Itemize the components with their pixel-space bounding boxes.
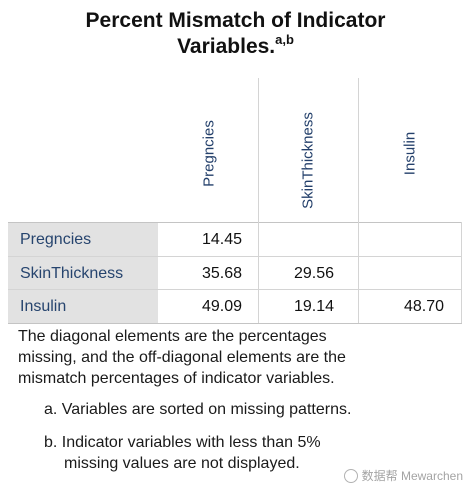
watermark: 数据帮 Mewarchen	[343, 467, 463, 484]
cell-pregncies-pregncies: 14.45	[201, 231, 242, 248]
table-title: Percent Mismatch of Indicator Variables.…	[0, 8, 471, 62]
footnote-a: a. Variables are sorted on missing patte…	[44, 401, 352, 418]
row-label-pregncies: Pregncies	[8, 223, 158, 256]
wechat-icon	[343, 468, 358, 483]
col-header-skinthickness: SkinThickness	[299, 112, 317, 209]
row-rule-bottom	[8, 323, 462, 324]
watermark-text: 数据帮 Mewarchen	[361, 469, 463, 483]
table-note-line-1: The diagonal elements are the percentage…	[18, 328, 327, 345]
title-superscript: a,b	[275, 32, 294, 47]
footnote-b-line-1: b. Indicator variables with less than 5%	[44, 434, 321, 451]
cell-skinthickness-pregncies: 35.68	[201, 265, 242, 282]
row-label-insulin: Insulin	[8, 290, 158, 323]
cell-insulin-insulin: 48.70	[403, 298, 444, 315]
col-header-insulin: Insulin	[401, 131, 419, 176]
row-rule-top	[8, 222, 462, 223]
row-rule-1	[8, 256, 462, 257]
header-divider-1	[258, 78, 259, 222]
cell-skinthickness-skinthickness: 29.56	[293, 265, 334, 282]
col-header-pregncies: Pregncies	[200, 120, 218, 187]
table-note-line-2: missing, and the off-diagonal elements a…	[18, 349, 346, 366]
title-line-1: Percent Mismatch of Indicator	[85, 9, 386, 32]
body-divider-right	[461, 222, 462, 323]
body-divider-2	[358, 222, 359, 323]
title-line-2: Variables.	[177, 35, 276, 58]
table-note-line-3: mismatch percentages of indicator variab…	[18, 370, 335, 387]
body-divider-1	[258, 222, 259, 323]
footnote-b-line-2: missing values are not displayed.	[64, 455, 300, 472]
row-rule-2	[8, 289, 462, 290]
row-label-skinthickness: SkinThickness	[8, 257, 158, 290]
cell-insulin-pregncies: 49.09	[201, 298, 242, 315]
header-divider-2	[358, 78, 359, 222]
cell-insulin-skinthickness: 19.14	[293, 298, 334, 315]
